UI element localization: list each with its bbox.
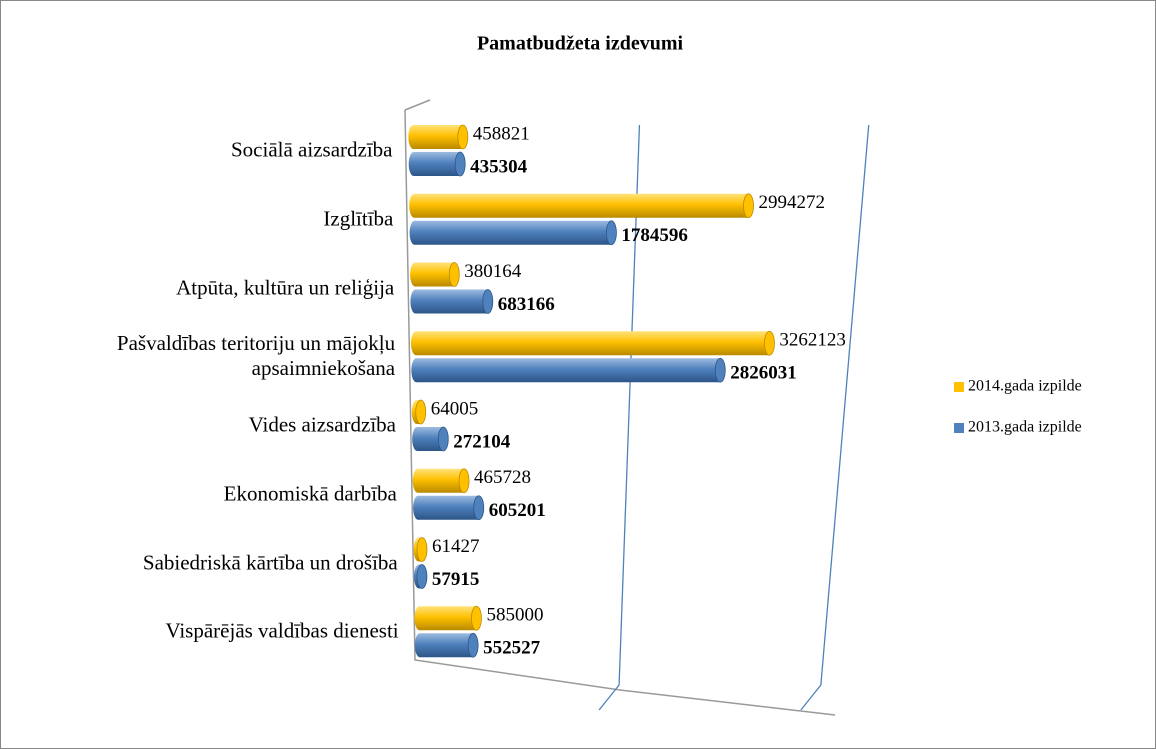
bar: [411, 399, 427, 425]
y-tick-label: Izglītība: [323, 206, 394, 231]
bar: [410, 330, 775, 356]
data-label: 552527: [483, 638, 541, 659]
y-tick-label: Ekonomiskā darbība: [223, 481, 397, 506]
bar-part: [454, 151, 466, 177]
bar-part: [448, 262, 460, 287]
bar-part: [418, 495, 479, 520]
grid-line: [800, 124, 870, 711]
legend-swatch: [954, 423, 964, 433]
bar-part: [414, 606, 425, 631]
grid-line: [598, 124, 641, 711]
bar-part: [408, 125, 419, 149]
legend-label: 2014.gada izpilde: [968, 378, 1082, 395]
bar-part: [416, 537, 428, 562]
bar-part: [412, 427, 423, 451]
data-label: 435304: [470, 156, 528, 177]
bar: [409, 220, 617, 246]
bar-part: [417, 468, 465, 493]
bar-part: [606, 220, 617, 246]
data-label: 61427: [432, 536, 480, 557]
bar-part: [413, 125, 463, 149]
data-label: 380164: [464, 261, 521, 282]
bar-part: [416, 358, 721, 383]
bar-part: [457, 124, 469, 150]
data-label: 3262123: [779, 330, 846, 351]
bar-part: [764, 330, 775, 356]
data-label: 1784596: [621, 225, 688, 246]
bar-part: [458, 468, 470, 494]
data-label: 683166: [498, 294, 555, 315]
y-tick-label: Sociālā aizsardzība: [231, 137, 393, 162]
bar-part: [415, 262, 455, 287]
bar: [408, 151, 466, 177]
legend-label: 2013.gada izpilde: [968, 419, 1082, 436]
data-label: 585000: [486, 605, 543, 626]
data-label: 465728: [474, 467, 531, 488]
y-tick-label: Vispārējās valdības dienesti: [165, 618, 399, 643]
bar-part: [416, 564, 428, 589]
bar-part: [419, 633, 474, 658]
y-tick-label: Sabiedriskā kārtība un drošība: [142, 550, 398, 574]
data-label: 64005: [431, 398, 479, 419]
bar-part: [412, 468, 423, 493]
bar-part: [410, 262, 421, 287]
bar-part: [415, 331, 770, 356]
data-label: 605201: [489, 500, 546, 521]
bar: [414, 605, 482, 631]
bar-part: [414, 220, 612, 245]
bar-part: [409, 193, 420, 218]
data-label: 2826031: [730, 363, 797, 384]
bar-part: [409, 220, 420, 245]
bar: [413, 537, 428, 562]
bar: [409, 193, 754, 219]
y-tick-label: Vides aizsardzība: [248, 412, 396, 437]
bar-part: [419, 606, 477, 631]
chart-title: Pamatbudžeta izdevumi: [477, 33, 684, 55]
bar-part: [413, 495, 424, 520]
bar: [408, 124, 469, 150]
bar-part: [467, 632, 479, 658]
bar-part: [743, 193, 754, 219]
bar-part: [414, 633, 425, 658]
bar-part: [410, 289, 421, 314]
bar-part: [411, 358, 422, 383]
bar: [412, 468, 470, 494]
bar: [413, 495, 485, 521]
bar-part: [414, 193, 749, 218]
bar-part: [415, 289, 488, 314]
bar: [411, 357, 726, 383]
data-label: 2994272: [759, 192, 826, 213]
y-tick-label: Pašvaldības teritoriju un mājokļu apsaim…: [116, 331, 396, 381]
bar: [410, 289, 494, 314]
y-tick-label: Atpūta, kultūra un reliģija: [176, 275, 395, 299]
bar-part: [415, 399, 427, 425]
bar: [410, 262, 460, 287]
bar-part: [413, 152, 461, 176]
bar-part: [437, 426, 449, 452]
data-label: 458821: [473, 123, 530, 144]
bar-part: [714, 357, 726, 383]
bar-part: [408, 152, 419, 176]
bar-part: [410, 331, 421, 356]
bar-part: [482, 289, 494, 314]
bar: [412, 426, 449, 452]
bar: [414, 632, 479, 658]
bar: [413, 564, 428, 589]
legend-swatch: [954, 382, 964, 392]
data-label: 57915: [432, 569, 480, 590]
bar-part: [471, 605, 482, 631]
data-label: 272104: [453, 431, 511, 452]
wall: [404, 99, 836, 716]
bar-part: [473, 495, 485, 521]
